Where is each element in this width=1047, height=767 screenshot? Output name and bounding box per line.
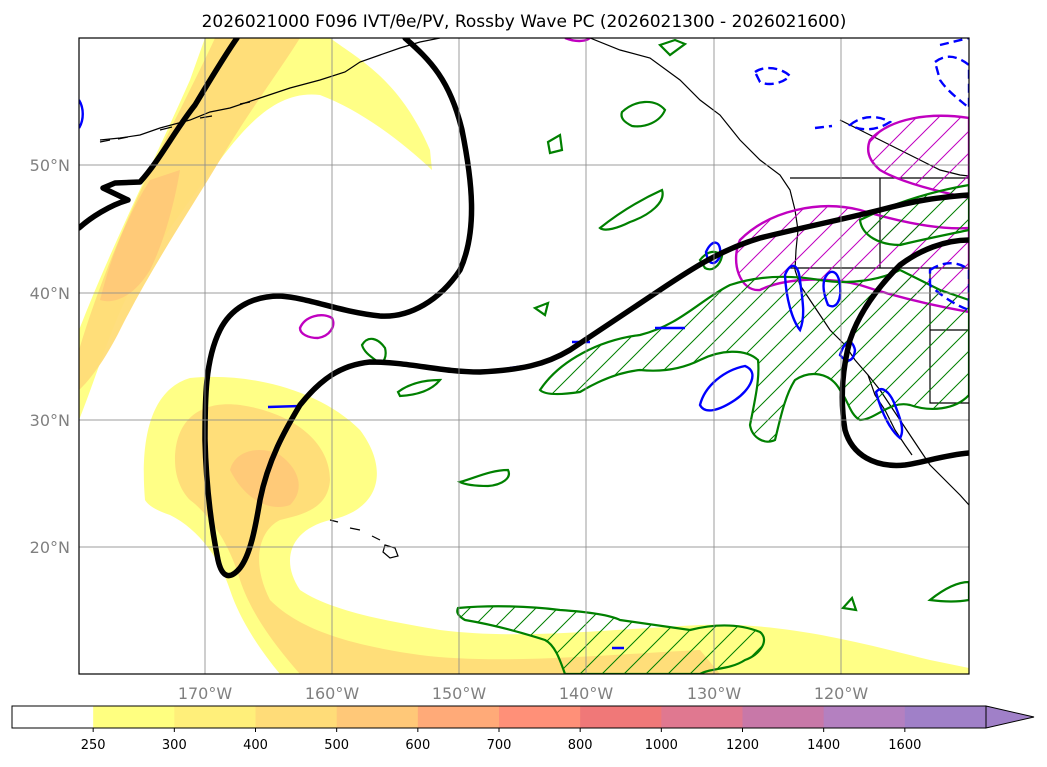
- lat-label-30: 30°N: [30, 411, 70, 430]
- theta-e-top-edge: [564, 38, 591, 43]
- lat-labels: 50°N 40°N 30°N 20°N: [30, 156, 70, 557]
- ivt-band-north-core: [100, 170, 180, 302]
- theta-e-small-loop: [298, 314, 335, 340]
- colorbar-segment: [742, 706, 825, 728]
- colorbar-segment: [417, 706, 500, 728]
- pv-contour-trough: [202, 38, 969, 579]
- rossby-neg-dashed-3: [928, 262, 969, 312]
- colorbar-segment: [661, 706, 743, 728]
- colorbar-tick-label: 800: [568, 738, 593, 753]
- map-panel: [79, 38, 969, 674]
- colorbar-tick-label: 500: [324, 738, 349, 753]
- colorbar-tick-label: 1000: [645, 738, 678, 753]
- rossby-pos-blob-7: [927, 580, 969, 603]
- lat-label-20: 20°N: [30, 538, 70, 557]
- ivt-band-south-mid: [175, 404, 720, 674]
- colorbar-segment: [580, 706, 662, 728]
- ivt-colorbar: 250 300 400 500 600 700 800 1000 1200 1400 1600: [11, 705, 1035, 753]
- lon-label-140: 140°W: [559, 684, 614, 703]
- rossby-neg-blob-3: [822, 270, 842, 308]
- rossby-pos-blob-9: [840, 595, 858, 612]
- colorbar-segment: [93, 706, 175, 728]
- colorbar-tick-label: 250: [81, 738, 106, 753]
- colorbar-segment: [255, 706, 338, 728]
- lat-label-40: 40°N: [30, 284, 70, 303]
- lon-label-150: 150°W: [432, 684, 487, 703]
- colorbar-segment: [823, 706, 906, 728]
- ivt-band-south-outer: [143, 376, 969, 674]
- pv-contour-east: [839, 237, 969, 469]
- colorbar-segment: [499, 706, 581, 728]
- rossby-pos-blob-1: [598, 188, 664, 231]
- colorbar-tick-label: 1400: [807, 738, 840, 753]
- rossby-neg-line-1: [267, 404, 301, 409]
- pv-contours: [79, 38, 969, 579]
- lat-label-50: 50°N: [30, 156, 70, 175]
- colorbar-tick-label: 600: [405, 738, 430, 753]
- rossby-pos-blob-6: [456, 468, 510, 488]
- rossby-pos-blob-5: [396, 378, 443, 398]
- rossby-pos-region-south: [456, 605, 766, 674]
- ivt-band-north-outer: [79, 38, 432, 420]
- colorbar-extend-arrow: [985, 705, 1035, 729]
- hawaii-islands: [329, 519, 399, 559]
- rossby-neg-dashed-2: [753, 66, 792, 86]
- rossby-pos-blob-4: [360, 337, 387, 364]
- rossby-neg-blob-1: [698, 364, 754, 412]
- rossby-neg-blob-2: [783, 264, 805, 333]
- lon-label-160: 160°W: [305, 684, 360, 703]
- lon-labels: 170°W 160°W 150°W 140°W 130°W 120°W: [178, 684, 869, 703]
- lon-label-170: 170°W: [178, 684, 233, 703]
- rossby-pos-blob-11: [532, 301, 550, 317]
- rossby-neg-dashed-5: [814, 38, 969, 130]
- rossby-pos-blob-3: [546, 133, 564, 155]
- colorbar-tick-label: 300: [162, 738, 187, 753]
- colorbar-segment: [904, 706, 987, 728]
- colorbar-tick-label: 400: [243, 738, 268, 753]
- rossby-neg-edge: [79, 99, 84, 129]
- rossby-neg-blob-4: [874, 388, 904, 440]
- colorbar-tick-label: 1200: [726, 738, 759, 753]
- colorbar-tick-label: 1600: [888, 738, 921, 753]
- graticule: [79, 38, 969, 674]
- colorbar-tick-label: 700: [487, 738, 512, 753]
- colorbar-segment: [174, 706, 256, 728]
- colorbar-segment: [336, 706, 419, 728]
- lon-label-120: 120°W: [814, 684, 869, 703]
- map-frame: [78, 37, 970, 675]
- rossby-pos-blob-10: [657, 38, 688, 57]
- lon-label-130: 130°W: [687, 684, 742, 703]
- rossby-neg-dashed-4: [847, 115, 893, 131]
- colorbar-segment: [12, 706, 94, 728]
- aleutian-islands: [99, 101, 251, 143]
- pv-contour-west-edge: [79, 38, 240, 231]
- rossby-pos-blob-2: [620, 100, 667, 128]
- chart-title: 2026021000 F096 IVT/θe/PV, Rossby Wave P…: [202, 12, 847, 32]
- alaska-coast: [99, 38, 441, 141]
- ivt-band-north-mid: [79, 38, 300, 390]
